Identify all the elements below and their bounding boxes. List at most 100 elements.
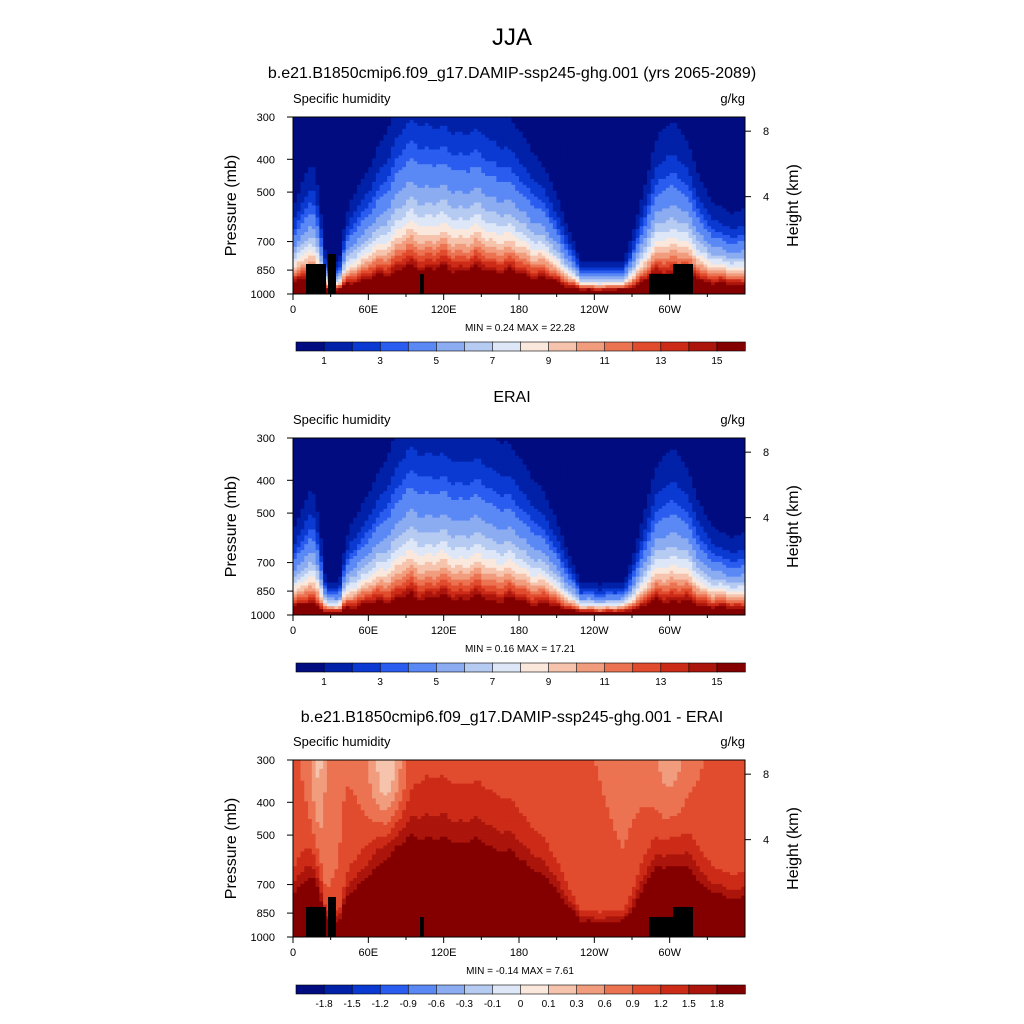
field-cell	[545, 190, 550, 195]
field-cell	[451, 155, 456, 159]
field-cell	[338, 193, 343, 198]
field-cell	[466, 232, 471, 236]
field-cell	[503, 161, 509, 165]
field-cell	[492, 181, 497, 186]
field-cell	[398, 282, 403, 286]
field-cell	[296, 220, 302, 224]
field-cell	[571, 170, 577, 174]
field-cell	[398, 173, 403, 177]
field-cell	[500, 223, 505, 227]
field-cell	[537, 264, 543, 269]
field-cell	[556, 178, 562, 183]
field-cell	[443, 243, 449, 248]
field-cell	[537, 117, 543, 121]
field-cell	[530, 164, 535, 168]
field-cell	[503, 261, 509, 266]
field-cell	[311, 226, 317, 230]
field-cell	[447, 240, 452, 245]
field-cell	[383, 196, 388, 201]
field-cell	[379, 131, 384, 136]
field-cell	[586, 128, 592, 133]
field-cell	[383, 291, 388, 294]
field-cell	[466, 137, 471, 142]
field-cell	[564, 122, 569, 127]
field-cell	[432, 176, 437, 180]
field-cell	[379, 149, 384, 153]
field-cell	[541, 196, 546, 201]
field-cell	[421, 149, 426, 153]
field-cell	[519, 220, 524, 224]
field-cell	[451, 176, 456, 180]
field-cell	[428, 149, 433, 153]
field-cell	[586, 158, 592, 162]
field-cell	[473, 131, 479, 136]
field-cell	[549, 128, 554, 133]
field-cell	[454, 282, 460, 286]
field-cell	[466, 205, 471, 210]
field-cell	[300, 196, 305, 201]
field-cell	[311, 193, 317, 198]
field-cell	[443, 223, 449, 227]
field-cell	[473, 173, 479, 177]
field-cell	[417, 143, 422, 148]
field-cell	[387, 229, 392, 233]
field-cell	[300, 288, 305, 292]
field-cell	[402, 155, 407, 159]
field-cell	[515, 202, 520, 207]
field-cell	[492, 270, 497, 274]
field-cell	[432, 232, 437, 236]
field-cell	[443, 279, 449, 283]
field-cell	[338, 137, 343, 142]
field-cell	[443, 131, 449, 136]
field-cell	[357, 190, 362, 195]
field-cell	[575, 128, 580, 133]
field-cell	[541, 288, 546, 292]
field-cell	[515, 208, 520, 212]
field-cell	[530, 199, 535, 204]
field-cell	[390, 181, 396, 186]
field-cell	[296, 232, 302, 236]
field-cell	[575, 226, 580, 230]
field-cell	[481, 202, 486, 207]
field-cell	[398, 235, 403, 239]
field-cell	[541, 226, 546, 230]
field-cell	[590, 128, 595, 133]
field-cell	[507, 205, 513, 210]
field-cell	[481, 178, 486, 183]
field-cell	[481, 288, 486, 292]
field-cell	[421, 249, 426, 254]
field-cell	[601, 143, 607, 148]
field-cell	[368, 119, 373, 124]
field-cell	[507, 276, 513, 280]
field-cell	[560, 193, 565, 198]
field-cell	[454, 178, 460, 183]
field-cell	[534, 173, 539, 177]
field-cell	[552, 161, 558, 165]
field-cell	[507, 208, 513, 212]
field-cell	[590, 199, 595, 204]
field-cell	[549, 143, 554, 148]
field-cell	[590, 255, 595, 260]
field-cell	[379, 181, 384, 186]
field-cell	[432, 282, 437, 286]
field-cell	[507, 288, 513, 292]
field-cell	[436, 184, 441, 189]
field-cell	[413, 255, 418, 260]
field-cell	[492, 131, 497, 136]
field-cell	[511, 243, 516, 248]
field-cell	[575, 267, 580, 271]
field-cell	[590, 217, 595, 221]
field-cell	[315, 217, 320, 221]
field-cell	[552, 279, 558, 283]
field-cell	[519, 252, 524, 257]
field-cell	[488, 223, 494, 227]
field-cell	[304, 232, 309, 236]
field-cell	[537, 161, 543, 165]
field-cell	[537, 167, 543, 171]
field-cell	[466, 140, 471, 145]
field-cell	[567, 240, 573, 245]
field-cell	[586, 137, 592, 142]
field-cell	[503, 240, 509, 245]
field-cell	[598, 202, 603, 207]
field-cell	[473, 140, 479, 145]
